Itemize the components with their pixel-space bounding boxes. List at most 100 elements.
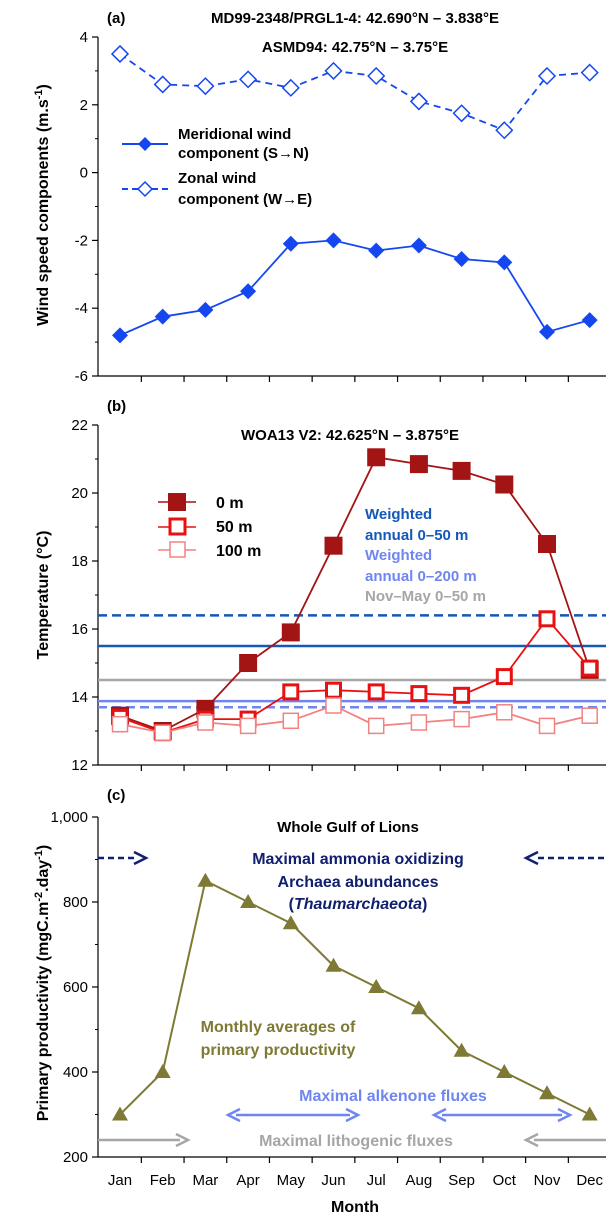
ammonia-label-line2: Archaea abundances bbox=[278, 874, 439, 891]
panel-c-point bbox=[410, 1000, 427, 1015]
month-label: Apr bbox=[236, 1172, 259, 1189]
legend-100m-label: 100 m bbox=[216, 543, 261, 560]
panel-a-point bbox=[580, 63, 599, 82]
ammonia-paren-close: ) bbox=[422, 896, 427, 913]
month-label: Aug bbox=[406, 1172, 433, 1189]
legend-0m-label: 0 m bbox=[216, 495, 244, 512]
x-axis-title: Month bbox=[331, 1199, 379, 1216]
panel-b-point bbox=[367, 717, 385, 735]
panel-b-ytick-label: 18 bbox=[71, 553, 88, 570]
lithogenic-arrowhead-right bbox=[523, 1132, 539, 1148]
panel-b-ytick-label: 20 bbox=[71, 485, 88, 502]
panel-a-point bbox=[325, 232, 342, 249]
panel-a-point bbox=[110, 44, 130, 64]
panel-c-title: Whole Gulf of Lions bbox=[277, 819, 419, 836]
ref-label-novmay: Nov–May 0–50 m bbox=[365, 588, 486, 605]
alkenone-arrow-1-head-left bbox=[225, 1107, 241, 1123]
ref-label-weighted-200-line1: Weighted bbox=[365, 547, 432, 564]
panel-a-point bbox=[539, 323, 555, 340]
panel-a-legend: Meridional wind component (S→N) Zonal wi… bbox=[122, 126, 312, 208]
panel-a-point bbox=[537, 66, 557, 86]
legend-zonal-line1: Zonal wind bbox=[178, 170, 256, 187]
panel-a-point bbox=[453, 251, 470, 268]
panel-a-point bbox=[495, 121, 514, 140]
panel-c-ytick-label: 600 bbox=[63, 979, 88, 996]
panel-b-series-line-0 bbox=[119, 456, 591, 732]
legend-50m-label: 50 m bbox=[216, 519, 252, 536]
ammonia-arrowhead-left bbox=[133, 850, 149, 866]
panel-b-point bbox=[324, 536, 343, 555]
panel-a-point bbox=[324, 61, 343, 80]
legend-meridional-marker bbox=[138, 137, 152, 151]
panel-b-ytick-label: 12 bbox=[71, 757, 88, 774]
panel-b-ylabel: Temperature (°C) bbox=[35, 531, 52, 660]
panel-c-ytick-label: 1,000 bbox=[50, 809, 88, 826]
panel-c-series-line-0 bbox=[119, 879, 591, 1116]
panel-c-point bbox=[112, 1106, 128, 1121]
panel-a-point bbox=[496, 254, 513, 271]
panel-b-point bbox=[495, 668, 513, 686]
panel-b-point bbox=[496, 704, 513, 721]
ammonia-label-line1: Maximal ammonia oxidizing bbox=[252, 851, 464, 868]
pp-label-line1: Monthly averages of bbox=[201, 1019, 356, 1036]
alkenone-arrow-2-head-right bbox=[557, 1107, 573, 1123]
panel-b-point bbox=[410, 685, 428, 703]
panel-a-ytick-label: 2 bbox=[80, 97, 88, 114]
legend-meridional-line1: Meridional wind bbox=[178, 126, 291, 143]
alkenone-arrow-2-head-left bbox=[431, 1107, 447, 1123]
panel-a-point bbox=[281, 78, 300, 97]
panel-a-point bbox=[368, 242, 385, 259]
lithogenic-label: Maximal lithogenic fluxes bbox=[259, 1133, 453, 1150]
panel-b-point bbox=[282, 712, 300, 730]
month-label: Feb bbox=[150, 1172, 176, 1189]
alkenone-label: Maximal alkenone fluxes bbox=[299, 1088, 487, 1105]
panel-c-point bbox=[368, 979, 385, 993]
panel-b-point bbox=[495, 475, 514, 494]
legend-zonal-line2: component (W→E) bbox=[178, 191, 312, 208]
legend-50m-marker bbox=[168, 517, 187, 536]
ammonia-taxon: Thaumarchaeota bbox=[294, 896, 422, 913]
panel-a-point bbox=[581, 312, 598, 329]
panel-a-ytick-label: 0 bbox=[80, 165, 88, 182]
panel-a-ytick-label: -6 bbox=[75, 368, 88, 385]
panel-c-ytick-label: 400 bbox=[63, 1064, 88, 1081]
legend-zonal-marker bbox=[136, 180, 154, 198]
panel-b-point bbox=[239, 717, 257, 735]
panel-b-point bbox=[453, 710, 470, 728]
panel-c-point bbox=[282, 915, 299, 930]
month-label: Nov bbox=[534, 1172, 561, 1189]
panel-b-point bbox=[111, 715, 129, 733]
alkenone-arrow-1-head-right bbox=[345, 1107, 361, 1123]
panel-a-point bbox=[153, 75, 172, 94]
panel-b-point bbox=[367, 683, 385, 701]
panel-b-point bbox=[325, 697, 342, 714]
panel-b-title: WOA13 V2: 42.625°N – 3.875°E bbox=[241, 427, 459, 444]
panel-b-series-line-2 bbox=[119, 704, 590, 734]
panel-c-ytick-label: 800 bbox=[63, 894, 88, 911]
panel-b-point bbox=[410, 714, 428, 731]
panel-b-point bbox=[409, 455, 428, 474]
panel-b-point bbox=[154, 724, 171, 741]
month-label: May bbox=[277, 1172, 306, 1189]
panel-c-point bbox=[496, 1064, 513, 1078]
panel-c-point bbox=[197, 872, 214, 887]
panel-a-ytick-label: 4 bbox=[80, 29, 88, 46]
panel-b-point bbox=[197, 714, 214, 731]
axes: -6 -4 -2 0 2 4 12 14 16 18 20 22 200 400 600 800 1,000 Ja… bbox=[50, 29, 606, 1189]
panel-a-point bbox=[410, 237, 427, 254]
panel-b-point bbox=[239, 654, 258, 672]
month-label: Jan bbox=[108, 1172, 132, 1189]
panel-a-ytick-label: -4 bbox=[75, 300, 88, 317]
panel-a-series-line-0 bbox=[119, 239, 590, 337]
panel-c-label: (c) bbox=[107, 787, 125, 804]
panel-b-point bbox=[325, 681, 342, 699]
month-label: Mar bbox=[192, 1172, 218, 1189]
data-series bbox=[110, 44, 599, 1121]
ammonia-label-line3: (Thaumarchaeota) bbox=[289, 896, 428, 913]
panel-c-point bbox=[325, 957, 342, 972]
ref-label-weighted-50-line2: annual 0–50 m bbox=[365, 527, 468, 544]
pp-label-line2: primary productivity bbox=[201, 1042, 356, 1059]
panel-a-subtitle: ASMD94: 42.75°N – 3.75°E bbox=[262, 39, 448, 56]
month-label: Jun bbox=[321, 1172, 345, 1189]
